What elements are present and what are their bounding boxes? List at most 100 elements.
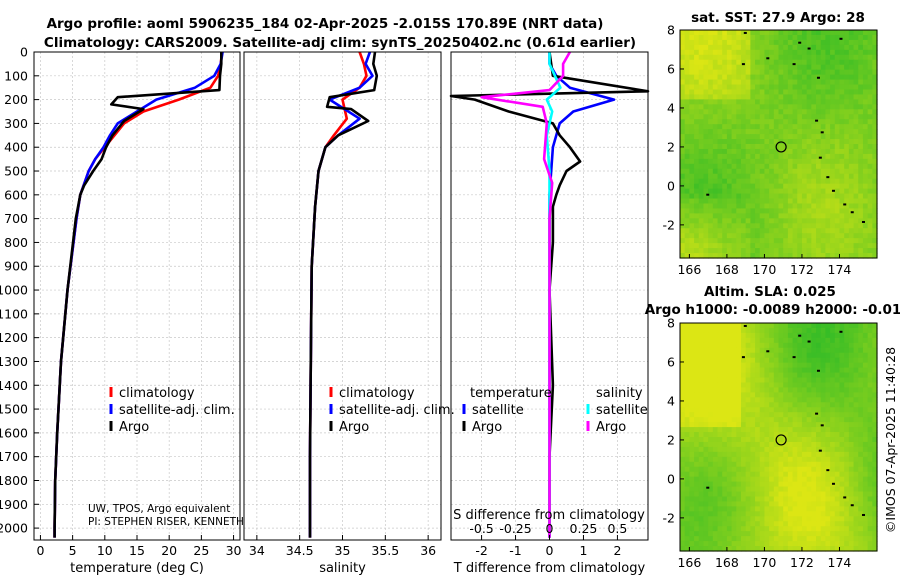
sla_map-cell — [708, 486, 714, 493]
sst_map-cell — [867, 198, 873, 205]
temperature-xtick-label: 30 — [226, 543, 242, 558]
sla_map-cell — [830, 422, 836, 428]
sst_map-cell — [712, 253, 719, 259]
sst_map-cell — [783, 248, 789, 254]
sla_map-cell — [731, 427, 737, 433]
sla_map-cell — [736, 546, 742, 552]
sst_map-cell — [712, 54, 719, 61]
sst_map-cell — [755, 153, 761, 160]
sla_map-cell — [703, 422, 709, 428]
sst_map-cell — [745, 213, 751, 219]
sla_map-cell — [839, 377, 845, 384]
sla_map-cell — [684, 521, 690, 527]
sst_map-cell — [698, 183, 705, 190]
sst_map-cell — [806, 64, 812, 71]
sla_map-cell — [773, 541, 780, 547]
sla_map-cell — [792, 501, 798, 507]
sst_map-cell — [712, 109, 719, 115]
sst_map-cell — [797, 79, 803, 86]
sla_map-cell — [830, 541, 836, 547]
sla_map-cell — [740, 402, 747, 408]
sst_map-cell — [726, 198, 733, 205]
sla_map-cell — [792, 417, 798, 423]
sst_map-cell — [853, 134, 859, 140]
sla_map-cell — [858, 387, 864, 393]
sst_map-cell — [722, 203, 728, 210]
sla_map-cell — [684, 486, 690, 493]
sst_map-cell — [816, 173, 822, 180]
sst_map-cell — [764, 213, 770, 219]
sst_map-cell — [684, 74, 690, 81]
sla_map-cell — [862, 377, 869, 384]
sst_map-cell — [801, 153, 808, 160]
sst_map-cell — [708, 89, 714, 96]
sst_map-cell — [769, 223, 775, 229]
sst_map-cell — [848, 99, 855, 105]
sla_map-cell — [717, 451, 723, 458]
sla_map-cell — [839, 412, 845, 418]
sla_map-cell — [736, 486, 742, 493]
sla_map-cell — [783, 541, 789, 547]
sst_map-cell — [750, 148, 756, 155]
sla_map-cell — [712, 382, 719, 389]
sst_map-cell — [844, 49, 850, 56]
sst_map-cell — [703, 94, 709, 100]
sla_map-cell — [755, 347, 761, 354]
sla_map-cell — [712, 491, 719, 498]
sla_map-cell — [722, 432, 728, 438]
sla_map-cell — [834, 427, 841, 433]
sst_map-cell — [773, 253, 780, 259]
sla_map-cell — [792, 352, 798, 359]
sla_map-cell — [736, 357, 742, 364]
sla_map-cell — [698, 367, 705, 374]
sla_map-cell — [806, 427, 812, 433]
sst_map-cell — [740, 248, 747, 254]
sla_map-cell — [689, 362, 695, 369]
sla_map-cell — [717, 496, 723, 503]
sla_map-cell — [853, 372, 859, 379]
sst_map-cell — [806, 129, 812, 135]
sst_map-cell — [872, 134, 878, 140]
sst_map-cell — [694, 79, 700, 86]
sla_map-cell — [745, 481, 751, 488]
sst_map-cell — [759, 79, 766, 86]
sla_map-cell — [783, 496, 789, 503]
sla_map-cell — [862, 456, 869, 463]
sla_map-cell — [769, 511, 775, 517]
sla_map-cell — [811, 327, 817, 334]
sst_map-cell — [801, 208, 808, 214]
sst_map-cell — [684, 79, 690, 86]
sst_map-cell — [703, 173, 709, 180]
sla_map-cell — [853, 481, 859, 488]
sst_map-cell — [825, 64, 831, 71]
sst_map-cell — [712, 64, 719, 71]
sla_map-cell — [806, 352, 812, 359]
sst_map-cell — [839, 139, 845, 145]
sla_map-cell — [797, 427, 803, 433]
sst_map-cell — [694, 30, 700, 36]
sla_map-cell — [708, 511, 714, 517]
sla_map-cell — [825, 526, 831, 532]
sst_map-cell — [712, 218, 719, 224]
sla_map-cell — [759, 342, 766, 349]
sla_map-cell — [759, 536, 766, 542]
sst_map-cell — [787, 158, 794, 165]
sla_map-cell — [830, 456, 836, 463]
sla_map-cell — [722, 501, 728, 507]
sst_map-cell — [820, 208, 826, 214]
sla_map-cell — [858, 337, 864, 344]
sst_map-cell — [801, 54, 808, 61]
sla_map-cell — [769, 412, 775, 418]
sst_map-cell — [778, 173, 784, 180]
sst_map-xtick-label: 166 — [677, 262, 701, 277]
sla_map-cell — [848, 521, 855, 527]
sst_map-cell — [773, 34, 780, 41]
sst_map-cell — [816, 213, 822, 219]
sst_map-cell — [783, 79, 789, 86]
sla_map-cell — [792, 506, 798, 512]
sst_map-cell — [684, 148, 690, 155]
sla_map-cell — [773, 481, 780, 488]
sst_map-cell — [769, 168, 775, 175]
sst_map-cell — [712, 203, 719, 210]
sst_map-cell — [848, 243, 855, 249]
